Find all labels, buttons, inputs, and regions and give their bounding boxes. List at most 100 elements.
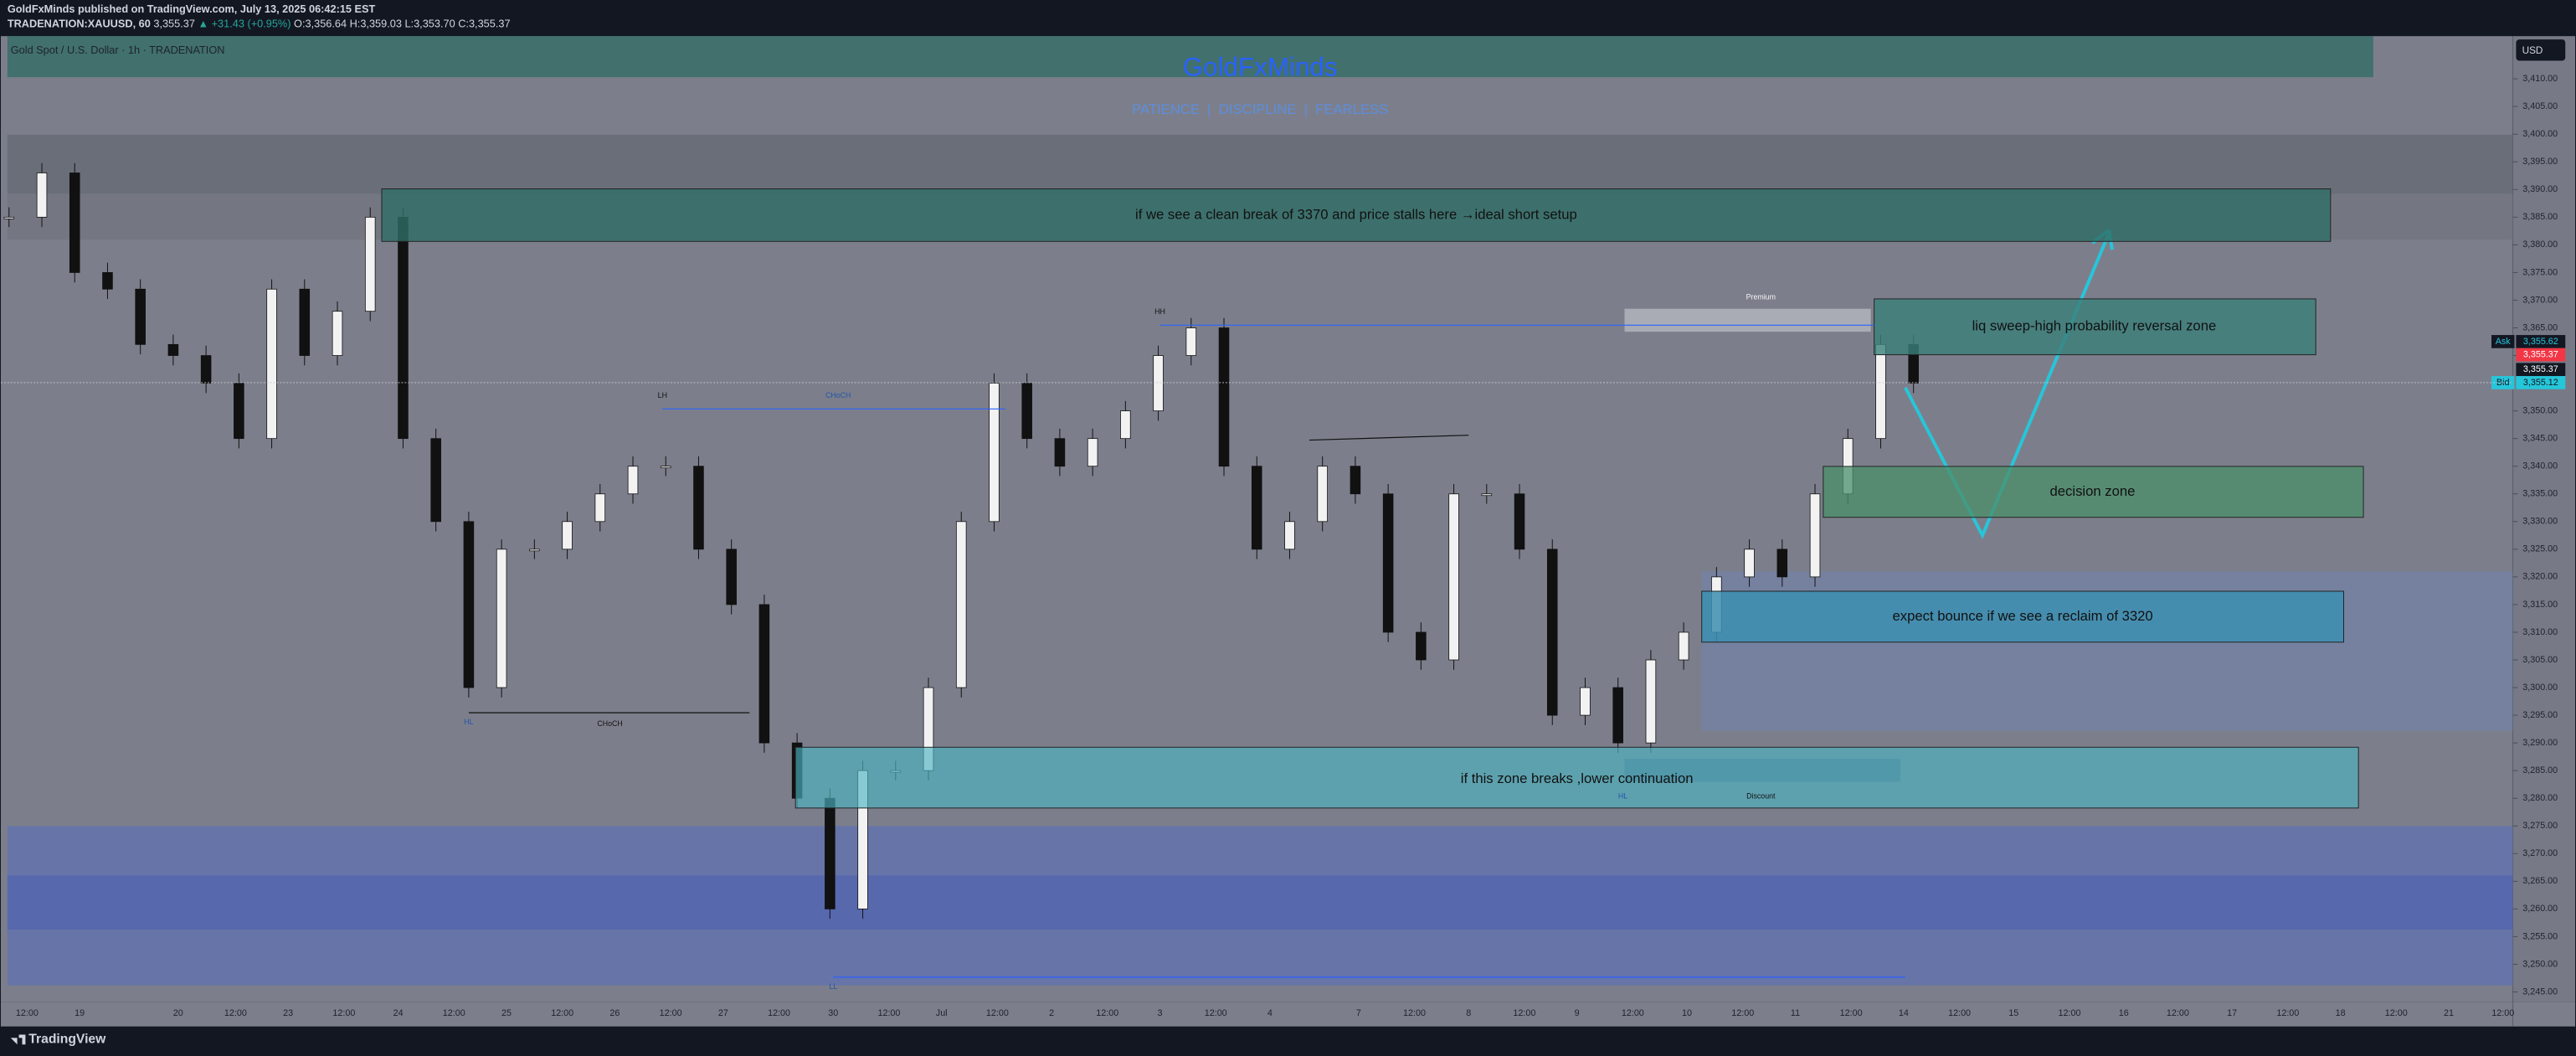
time-label: 12:00 [1096,1008,1118,1018]
ohlc-line: TRADENATION:XAUUSD, 60 3,355.37 ▲ +31.43… [8,18,511,30]
time-label: 12:00 [1622,1008,1644,1018]
time-label: 10 [1682,1008,1692,1018]
zone-label: expect bounce if we see a reclaim of 332… [1893,608,2153,624]
brand[interactable]: TradingView [28,1033,106,1047]
time-label: 12:00 [1948,1008,1971,1018]
time-label: 12:00 [660,1008,682,1018]
candle [1218,327,1230,467]
candle [398,216,409,440]
zone-box [1874,298,2316,356]
time-label: 11 [1791,1008,1800,1018]
candle [529,549,540,552]
time-label: 3 [1158,1008,1163,1018]
price-tick-label: 3,315.00 [2522,600,2558,610]
candle [3,216,15,219]
price-tick-label: 3,265.00 [2522,876,2558,886]
price-tag-value: 3,355.12 [2523,378,2558,388]
time-label: 12:00 [224,1008,247,1018]
time-label: 12:00 [1403,1008,1426,1018]
candle [758,604,770,744]
structure-label: CHoCH [597,719,622,728]
price-tag [2516,376,2566,389]
time-label: 4 [1267,1008,1273,1018]
candle [1645,659,1657,744]
open: O:3,356.64 [294,18,347,30]
candle [1514,493,1525,550]
high: H:3,359.03 [350,18,402,30]
candle [1021,383,1032,440]
price-tick-label: 3,380.00 [2522,240,2558,250]
candle [1678,631,1689,661]
candle [1054,438,1066,467]
candle [693,466,704,550]
supply-band [7,134,2513,194]
time-label: 12:00 [1731,1008,1754,1018]
price-tick-label: 3,295.00 [2522,710,2558,720]
price-tick-label: 3,385.00 [2522,212,2558,222]
price-tick-label: 3,345.00 [2522,434,2558,444]
candle [1481,493,1493,497]
price-tick-label: 3,405.00 [2522,101,2558,111]
price-tick-label: 3,310.00 [2522,627,2558,637]
price-tick-label: 3,395.00 [2522,157,2558,167]
legend: Gold Spot / U.S. Dollar · 1h · TRADENATI… [11,44,225,56]
price-tick-label: 3,270.00 [2522,848,2558,858]
candle [1776,549,1788,578]
change: ▲ +31.43 (+0.95%) [198,18,291,30]
zone-box [1701,590,2344,643]
candle [1153,355,1164,412]
time-label: 25 [501,1008,512,1018]
time-label: 12:00 [16,1008,39,1018]
price-tick-label: 3,335.00 [2522,489,2558,499]
candle [1382,493,1394,633]
price-tick-label: 3,325.00 [2522,544,2558,554]
currency: USD [2522,45,2543,56]
price-tick-label: 3,390.00 [2522,184,2558,194]
candle [1546,549,1558,716]
time-label: 18 [2336,1008,2346,1018]
candle [562,521,573,550]
price-tick-label: 3,280.00 [2522,793,2558,803]
zone-box [794,746,2359,809]
low: L:3,353.70 [404,18,455,30]
time-label: 15 [2008,1008,2018,1018]
price-tag [2516,348,2566,362]
close: C:3,355.37 [458,18,510,30]
time-label: 12:00 [332,1008,355,1018]
candle [726,549,737,605]
symbol: TRADENATION:XAUUSD, 60 [8,18,151,30]
candle [266,288,277,440]
structure-label: CHoCH [825,391,851,399]
time-axis [0,1002,2576,1027]
published: GoldFxMinds published on TradingView.com… [8,3,376,15]
time-label: 23 [283,1008,293,1018]
candle [660,466,671,469]
price-axis [2512,36,2576,1002]
price-tag-value: 3,355.62 [2523,337,2558,347]
time-label: 12:00 [768,1008,790,1018]
structure-label: LL [829,982,837,991]
price-tick-label: 3,250.00 [2522,959,2558,969]
price-tag-value: 3,355.37 [2523,349,2558,359]
logo-icon [10,1034,26,1045]
time-label: 12:00 [986,1008,1009,1018]
candle [825,797,836,909]
watermark-title: GoldFxMinds [1183,53,1338,82]
zone-box [381,188,2332,242]
candle [1350,466,1361,495]
time-label: 2 [1049,1008,1054,1018]
time-label: 30 [828,1008,838,1018]
time-label: 26 [609,1008,620,1018]
price-tick-label: 3,330.00 [2522,517,2558,527]
zone-label: if we see a clean break of 3370 and pric… [1135,206,1577,222]
time-label: 12:00 [1840,1008,1863,1018]
candle [69,173,80,273]
structure-label: Discount [1746,791,1776,800]
price-tick-label: 3,410.00 [2522,74,2558,84]
zone-label: liq sweep-high probability reversal zone [1972,318,2217,334]
price-tag-value: 3,355.37 [2523,364,2558,374]
candle [200,355,212,384]
time-label: 9 [1575,1008,1580,1018]
candle [1448,493,1459,661]
